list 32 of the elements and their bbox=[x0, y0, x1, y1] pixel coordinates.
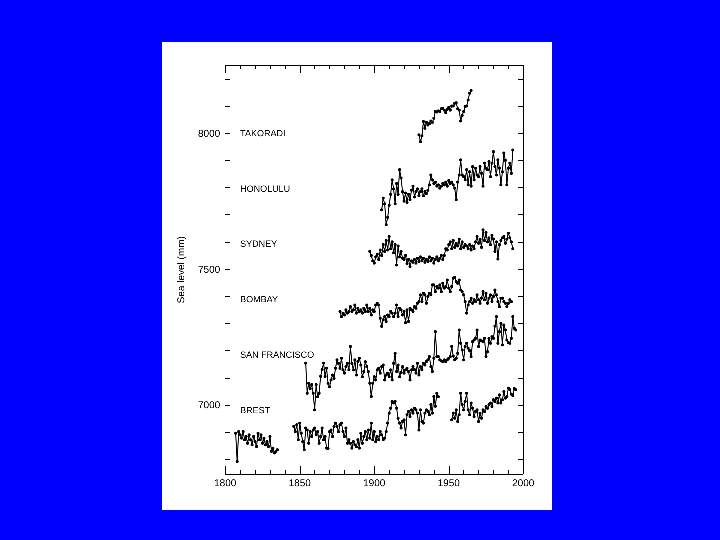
annotation: BOMBAY bbox=[240, 294, 278, 305]
point bbox=[443, 108, 446, 112]
point bbox=[466, 98, 470, 102]
annotation: TAKORADI bbox=[240, 128, 286, 138]
point bbox=[424, 127, 427, 130]
x-tick-label: 2000 bbox=[512, 478, 536, 490]
point bbox=[448, 106, 450, 110]
point bbox=[432, 116, 436, 120]
y-tick-label: 7500 bbox=[198, 264, 221, 276]
annotation: SAN FRANCISCO bbox=[240, 350, 314, 360]
point bbox=[425, 121, 428, 124]
point bbox=[460, 114, 464, 118]
point bbox=[448, 108, 452, 112]
y-tick-label: 8000 bbox=[198, 128, 221, 140]
annotation: HONOLULU bbox=[240, 184, 290, 194]
x-tick-label: 1850 bbox=[288, 478, 312, 490]
point bbox=[418, 134, 421, 137]
point bbox=[462, 110, 466, 114]
point bbox=[422, 120, 426, 124]
point bbox=[468, 92, 472, 95]
point bbox=[420, 134, 424, 138]
point bbox=[470, 89, 473, 92]
x-tick-label: 1900 bbox=[363, 478, 386, 490]
annotation: SYDNEY bbox=[240, 239, 278, 250]
y-axis-title: Sea level (mm) bbox=[176, 236, 188, 304]
point bbox=[419, 140, 422, 144]
annotation: BREST bbox=[240, 405, 271, 416]
point bbox=[444, 112, 448, 115]
point bbox=[459, 120, 462, 123]
x-tick-label: 1950 bbox=[438, 478, 461, 490]
y-tick-label: 7000 bbox=[198, 400, 221, 412]
x-tick-label: 1800 bbox=[214, 478, 238, 490]
